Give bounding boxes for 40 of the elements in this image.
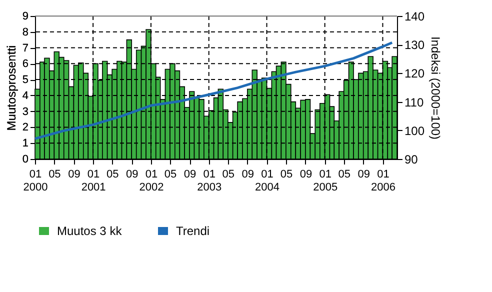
- y-tick-label: 9: [22, 10, 28, 22]
- y-tick-label: 5: [22, 74, 28, 86]
- y2-tick-label: 110: [404, 95, 424, 110]
- x-tick-label: 05: [106, 168, 119, 180]
- x-tick-label: 05: [338, 168, 350, 180]
- x-tick-label: 01 2003: [197, 168, 222, 194]
- line-series: [34, 41, 394, 140]
- y-tick-label: 8: [22, 26, 28, 38]
- x-tick-label: 01 2002: [139, 168, 164, 194]
- y2-tick-label: 100: [404, 124, 425, 138]
- x-tick-label: 09: [242, 168, 254, 180]
- y2-tick-label: 140: [404, 10, 425, 24]
- y-axis-title: Muutosprosentti: [4, 45, 18, 131]
- x-tick-label: 09: [300, 168, 312, 180]
- y-tick-label: 3: [22, 106, 28, 118]
- x-tick-label: 05: [222, 168, 235, 180]
- y-tick-label: 1: [22, 138, 28, 150]
- x-tick-label: 01 2004: [255, 168, 280, 194]
- x-tick-label: 05: [164, 168, 177, 180]
- y2-tick-label: 130: [404, 38, 425, 52]
- x-tick-label: 05: [48, 168, 61, 180]
- x-tick-label: 09: [184, 168, 196, 180]
- x-tick-label: 09: [358, 168, 370, 180]
- x-tick-label: 01 2006: [370, 168, 396, 194]
- x-tick-label: 09: [68, 168, 80, 180]
- x-tick-label: 01 2000: [23, 168, 48, 194]
- x-tick-label: 01 2001: [81, 168, 106, 194]
- y-tick-label: 4: [22, 90, 28, 102]
- y-tick-label: 6: [22, 58, 28, 70]
- y2-tick-label: 90: [404, 152, 418, 166]
- x-tick-label: 05: [280, 168, 293, 180]
- legend-label: Trendi: [176, 224, 210, 238]
- y-tick-label: 7: [22, 42, 28, 54]
- y2-tick-label: 120: [404, 66, 425, 81]
- x-tick-label: 01 2005: [313, 168, 338, 194]
- y2-axis-title: Indeksi (2000=100): [428, 36, 443, 140]
- legend-label: Muutos 3 kk: [57, 224, 123, 238]
- y-tick-label: 2: [22, 122, 28, 134]
- y-tick-label: 0: [22, 154, 28, 166]
- x-tick-label: 09: [126, 168, 138, 180]
